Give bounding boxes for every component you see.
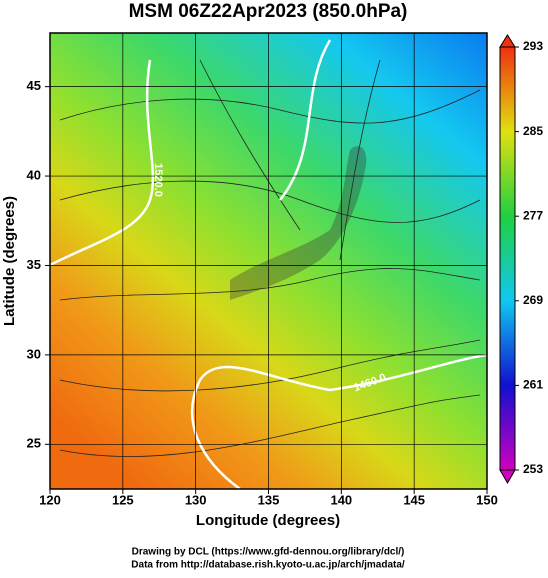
x-tick-label: 150 bbox=[476, 492, 498, 507]
chart-title: MSM 06Z22Apr2023 (850.0hPa) bbox=[129, 1, 408, 22]
colorbar-min-arrow bbox=[499, 469, 516, 485]
y-tick-label: 30 bbox=[27, 346, 41, 361]
colorbar-tick-label: 277 bbox=[523, 208, 543, 222]
colorbar bbox=[499, 46, 516, 471]
y-tick-label: 35 bbox=[27, 257, 41, 272]
colorbar-tick-label: 293 bbox=[523, 39, 543, 53]
streamlines bbox=[59, 59, 481, 457]
x-tick-label: 140 bbox=[330, 492, 352, 507]
y-tick-label: 40 bbox=[27, 167, 41, 182]
colorbar-tick-label: 269 bbox=[523, 293, 543, 307]
x-axis-label: Longitude (degrees) bbox=[196, 512, 340, 529]
x-tick-label: 135 bbox=[258, 492, 280, 507]
x-tick-label: 125 bbox=[112, 492, 134, 507]
colorbar-tick-label: 261 bbox=[523, 378, 543, 392]
x-tick-label: 130 bbox=[185, 492, 207, 507]
credit: Data from http://database.rish.kyoto-u.a… bbox=[131, 560, 405, 571]
credit: Drawing by DCL (https://www.gfd-dennou.o… bbox=[132, 547, 405, 558]
colorbar-tick-label: 285 bbox=[523, 124, 543, 138]
x-tick-label: 120 bbox=[39, 492, 61, 507]
land bbox=[230, 146, 367, 300]
contours bbox=[49, 39, 488, 491]
y-axis-label: Latitude (degrees) bbox=[1, 196, 18, 326]
y-tick-label: 25 bbox=[27, 436, 41, 451]
colorbar-tick-label: 253 bbox=[523, 462, 543, 476]
colorbar-max-arrow bbox=[499, 34, 516, 48]
contour-label: 1520.0 bbox=[152, 163, 164, 197]
x-tick-label: 145 bbox=[403, 492, 425, 507]
y-tick-label: 45 bbox=[27, 78, 41, 93]
